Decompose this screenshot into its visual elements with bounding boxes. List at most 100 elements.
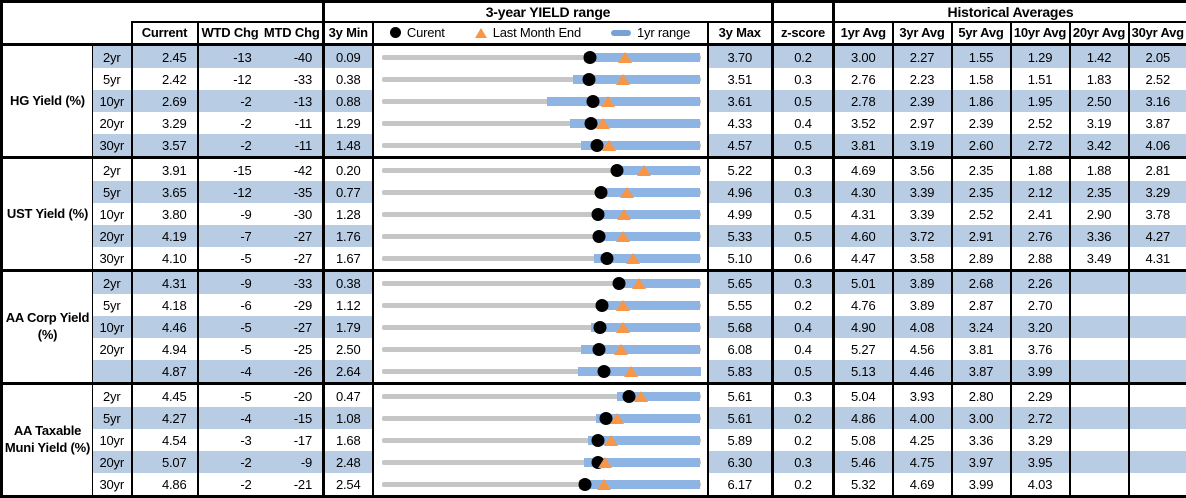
last-month-end-marker bbox=[597, 479, 611, 490]
3y-max-value: 4.33 bbox=[708, 112, 773, 134]
yield-range-chart bbox=[382, 90, 701, 112]
yield-range-chart bbox=[382, 159, 701, 181]
current-value: 4.27 bbox=[132, 407, 198, 429]
current-dot-marker bbox=[595, 299, 608, 312]
last-month-end-marker bbox=[598, 457, 612, 468]
last-month-end-marker bbox=[604, 435, 618, 446]
yield-range-chart bbox=[382, 247, 701, 269]
avg-value: 2.52 bbox=[1129, 68, 1186, 90]
current-value: 4.54 bbox=[132, 429, 198, 451]
avg-value: 4.31 bbox=[1129, 247, 1186, 271]
avg-value: 2.90 bbox=[1070, 203, 1129, 225]
avg-value: 2.88 bbox=[1011, 247, 1070, 271]
yield-range-chart-cell bbox=[373, 338, 708, 360]
avg-value bbox=[1129, 294, 1186, 316]
current-dot-marker bbox=[584, 51, 597, 64]
avg-value: 1.55 bbox=[952, 45, 1011, 69]
z-score-value: 0.3 bbox=[773, 181, 834, 203]
header-blank-zscore bbox=[773, 2, 834, 22]
wtd-chg-value: -6 bbox=[198, 294, 262, 316]
wtd-chg-value: -5 bbox=[198, 338, 262, 360]
current-dot-marker bbox=[594, 321, 607, 334]
1yr-range-bar bbox=[596, 210, 701, 219]
yield-range-chart bbox=[382, 203, 701, 225]
3y-max-value: 5.33 bbox=[708, 225, 773, 247]
avg-value: 3.42 bbox=[1070, 134, 1129, 158]
avg-value: 2.80 bbox=[952, 384, 1011, 408]
avg-value: 3.93 bbox=[893, 384, 952, 408]
avg-value: 3.89 bbox=[893, 294, 952, 316]
avg-value: 3.39 bbox=[893, 181, 952, 203]
avg-value: 3.16 bbox=[1129, 90, 1186, 112]
current-dot-marker bbox=[583, 73, 596, 86]
last-month-end-marker bbox=[616, 300, 630, 311]
1yr-range-bar bbox=[619, 279, 701, 288]
wtd-chg-value: -2 bbox=[198, 473, 262, 497]
last-month-end-triangle-icon bbox=[475, 28, 487, 38]
avg-value: 5.27 bbox=[834, 338, 893, 360]
z-score-value: 0.5 bbox=[773, 225, 834, 247]
1yr-range-bar-icon bbox=[611, 30, 631, 36]
last-month-end-marker bbox=[616, 74, 630, 85]
z-score-value: 0.5 bbox=[773, 360, 834, 384]
avg-value bbox=[1129, 407, 1186, 429]
wtd-chg-value: -2 bbox=[198, 134, 262, 158]
wtd-chg-value: -7 bbox=[198, 225, 262, 247]
current-value: 2.69 bbox=[132, 90, 198, 112]
current-dot-marker bbox=[601, 252, 614, 265]
yield-range-chart bbox=[382, 338, 701, 360]
z-score-value: 0.2 bbox=[773, 45, 834, 69]
avg-value: 4.27 bbox=[1129, 225, 1186, 247]
avg-value: 3.89 bbox=[893, 271, 952, 295]
3y-max-value: 3.51 bbox=[708, 68, 773, 90]
mtd-chg-value: -27 bbox=[262, 225, 324, 247]
col-header-3yr-avg: 3yr Avg bbox=[893, 22, 952, 45]
avg-value: 3.20 bbox=[1011, 316, 1070, 338]
3y-max-value: 6.30 bbox=[708, 451, 773, 473]
3y-min-value: 0.47 bbox=[324, 384, 373, 408]
col-header-3y-min: 3y Min bbox=[324, 22, 373, 45]
mtd-chg-value: -21 bbox=[262, 473, 324, 497]
avg-value: 2.23 bbox=[893, 68, 952, 90]
current-dot-marker bbox=[592, 434, 605, 447]
yield-range-chart-cell bbox=[373, 473, 708, 497]
avg-value: 2.50 bbox=[1070, 90, 1129, 112]
avg-value: 3.97 bbox=[952, 451, 1011, 473]
mtd-chg-value: -27 bbox=[262, 316, 324, 338]
current-value: 4.94 bbox=[132, 338, 198, 360]
last-month-end-marker bbox=[624, 366, 638, 377]
mtd-chg-value: -35 bbox=[262, 181, 324, 203]
avg-value: 3.87 bbox=[1129, 112, 1186, 134]
mtd-chg-value: -11 bbox=[262, 134, 324, 158]
current-value: 4.19 bbox=[132, 225, 198, 247]
3y-max-value: 5.89 bbox=[708, 429, 773, 451]
current-value: 4.31 bbox=[132, 271, 198, 295]
3y-max-value: 3.61 bbox=[708, 90, 773, 112]
avg-value: 2.81 bbox=[1129, 158, 1186, 182]
avg-value: 2.35 bbox=[1070, 181, 1129, 203]
avg-value: 1.88 bbox=[1011, 158, 1070, 182]
tenor-label: 2yr bbox=[93, 45, 132, 69]
yield-range-chart-cell bbox=[373, 134, 708, 158]
wtd-chg-value: -4 bbox=[198, 407, 262, 429]
tenor-label: 20yr bbox=[93, 112, 132, 134]
avg-value bbox=[1129, 473, 1186, 497]
yield-range-chart bbox=[382, 46, 701, 68]
yield-range-chart bbox=[382, 112, 701, 134]
z-score-value: 0.2 bbox=[773, 429, 834, 451]
avg-value: 3.29 bbox=[1011, 429, 1070, 451]
avg-value: 3.95 bbox=[1011, 451, 1070, 473]
last-month-end-marker bbox=[616, 322, 630, 333]
last-month-end-marker bbox=[618, 52, 632, 63]
yield-range-chart-cell bbox=[373, 360, 708, 384]
tenor-label: 20yr bbox=[93, 225, 132, 247]
mtd-chg-value: -20 bbox=[262, 384, 324, 408]
yield-range-chart bbox=[382, 134, 701, 156]
yield-range-chart-cell bbox=[373, 407, 708, 429]
